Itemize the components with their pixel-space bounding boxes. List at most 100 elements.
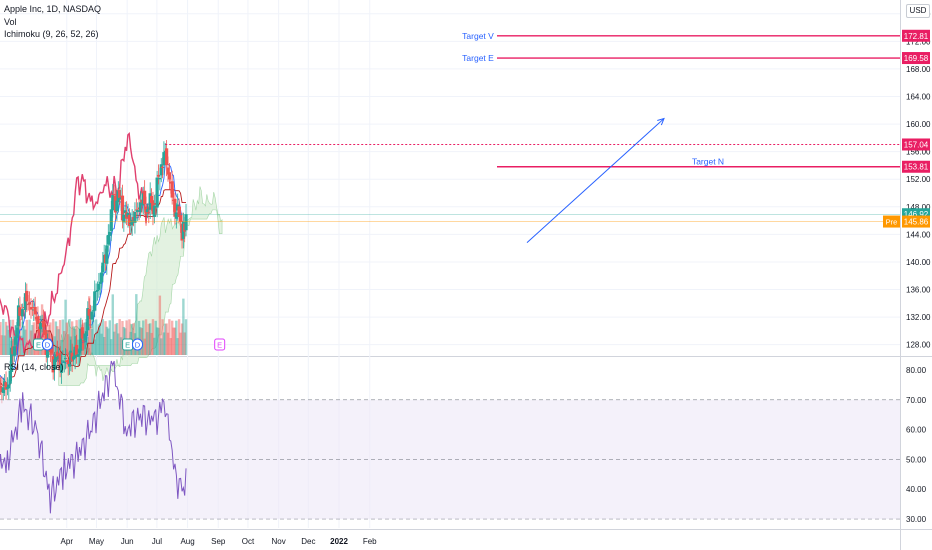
volume-bar [29, 330, 33, 355]
candle-body [84, 331, 89, 335]
volume-bar [182, 298, 185, 355]
candle-body [166, 167, 170, 175]
candle-body [152, 205, 156, 217]
price-label-bg [902, 138, 930, 151]
candle-body [50, 349, 54, 354]
candle-body [127, 214, 131, 226]
candle-body [122, 214, 126, 223]
candle-body [83, 333, 87, 341]
candle-body [25, 290, 29, 302]
event-marker-badge [41, 338, 53, 351]
candle-body [9, 347, 14, 372]
candle-body [82, 339, 86, 342]
volume-bar [177, 319, 181, 355]
candle-body [147, 212, 151, 214]
price-tick-label: 144.00 [906, 230, 931, 239]
candle-body [155, 177, 159, 208]
volume-bar [57, 329, 60, 355]
candle-body [0, 385, 3, 388]
time-tick-label: Apr [61, 537, 74, 546]
price-tick-label: 160.00 [906, 120, 931, 129]
time-tick-label: 2022 [330, 537, 348, 546]
candle-body [112, 193, 116, 195]
event-marker-badge [214, 338, 226, 351]
candle-body [79, 328, 83, 351]
currency-badge[interactable]: USD [906, 4, 930, 18]
candle-body [94, 291, 98, 293]
volume-bar [144, 319, 148, 355]
volume-bar [110, 339, 113, 355]
event-marker-badge [132, 338, 144, 351]
candle-body [162, 152, 166, 166]
price-tick-label: 140.00 [906, 258, 931, 267]
candle-body [156, 174, 161, 177]
volume-bar [4, 321, 8, 355]
candle-body [76, 354, 80, 357]
price-tick-label: 156.00 [906, 148, 931, 157]
event-marker: E [36, 341, 41, 350]
volume-bar [172, 327, 175, 355]
volume-bar [102, 337, 106, 355]
price-label: 145.86 [904, 218, 929, 227]
volume-bar [112, 331, 116, 355]
volume-bar [24, 329, 27, 355]
volume-bar [28, 319, 31, 355]
candle-body [115, 200, 119, 212]
candle-body [36, 316, 40, 325]
time-tick-label: Jul [152, 537, 162, 546]
volume-bar [60, 339, 63, 355]
volume-bar [64, 299, 67, 355]
candle-body [149, 195, 154, 203]
candle-body [39, 323, 43, 330]
price-label: 153.81 [904, 163, 929, 172]
candle-body [12, 346, 16, 356]
volume-bar [184, 319, 188, 355]
volume-bar [0, 335, 4, 355]
candle-body [58, 353, 62, 371]
volume-bar [114, 324, 117, 355]
candle-body [23, 293, 28, 310]
volume-legend[interactable]: Vol [4, 17, 17, 27]
event-marker: E [217, 341, 222, 350]
candle-body [138, 202, 143, 213]
candle-body [98, 281, 102, 284]
symbol-title[interactable]: Apple Inc, 1D, NASDAQ [4, 4, 102, 14]
candle-body [66, 359, 70, 365]
volume-bar [132, 323, 135, 355]
candle-body [90, 311, 94, 320]
candle-body [158, 177, 162, 180]
candle-body [14, 336, 18, 345]
price-tick-label: 136.00 [906, 286, 931, 295]
rsi-legend[interactable]: RSI (14, close) [4, 362, 64, 372]
candle-body [99, 272, 104, 282]
candle-body [130, 219, 134, 226]
projection-arrow-head [657, 117, 665, 126]
volume-bar [165, 323, 168, 355]
volume-bar [94, 319, 98, 355]
time-tick-label: May [89, 537, 104, 546]
volume-bar [6, 325, 9, 355]
rsi-tick-label: 50.00 [906, 455, 927, 464]
volume-bar [90, 328, 94, 355]
volume-bar [27, 340, 30, 355]
candle-body [61, 360, 65, 362]
candle-body [143, 190, 147, 205]
price-tick-label: 164.00 [906, 93, 931, 102]
volume-bar [67, 334, 70, 355]
volume-bar [104, 321, 107, 355]
candle-body [111, 195, 115, 211]
candle-body [91, 310, 95, 312]
volume-bar [54, 321, 58, 355]
volume-bar [176, 338, 179, 355]
candle-body [170, 181, 174, 198]
volume-bar [125, 320, 128, 355]
volume-bar [147, 323, 150, 355]
price-label: 146.92 [904, 210, 929, 219]
volume-bar [173, 327, 177, 355]
candle-body [30, 307, 34, 309]
ichimoku-legend[interactable]: Ichimoku (9, 26, 52, 26) [4, 29, 99, 39]
candle-body [59, 364, 64, 373]
volume-bar [180, 323, 184, 355]
volume-bar [121, 321, 124, 355]
